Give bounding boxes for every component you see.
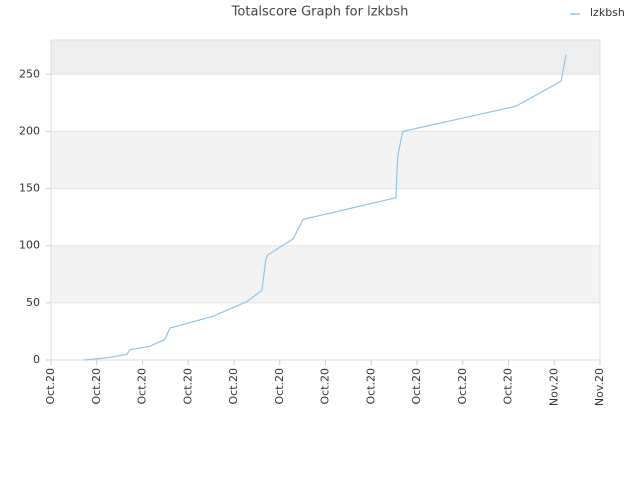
x-tick-label: Oct.20 (44, 368, 57, 405)
y-tick-label: 200 (19, 124, 40, 137)
y-tick-label: 50 (26, 296, 40, 309)
legend-label: lzkbsh (590, 6, 625, 19)
x-tick-label: Oct.20 (273, 368, 286, 405)
x-tick-label: Oct.20 (227, 368, 240, 405)
plot-frame (50, 39, 601, 361)
chart-title: Totalscore Graph for lzkbsh (231, 5, 409, 20)
grid-band (51, 40, 600, 75)
y-tick-label: 150 (19, 182, 40, 195)
x-tick-label: Oct.20 (364, 368, 377, 405)
x-tick-label: Oct.20 (319, 368, 332, 405)
x-tick-label: Oct.20 (181, 368, 194, 405)
x-tick-label: Nov.20 (593, 368, 606, 406)
x-tick-label: Oct.20 (502, 368, 515, 405)
y-tick-label: 0 (33, 353, 40, 366)
y-tick-label: 250 (19, 67, 40, 80)
x-tick-label: Oct.20 (90, 368, 103, 405)
data-line (83, 54, 567, 361)
y-tick-label: 100 (19, 239, 40, 252)
grid-band (51, 245, 600, 303)
x-tick-label: Oct.20 (410, 368, 423, 405)
x-tick-label: Nov.20 (547, 368, 560, 406)
grid-band (51, 131, 600, 189)
x-tick-label: Oct.20 (456, 368, 469, 405)
x-tick-label: Oct.20 (136, 368, 149, 405)
